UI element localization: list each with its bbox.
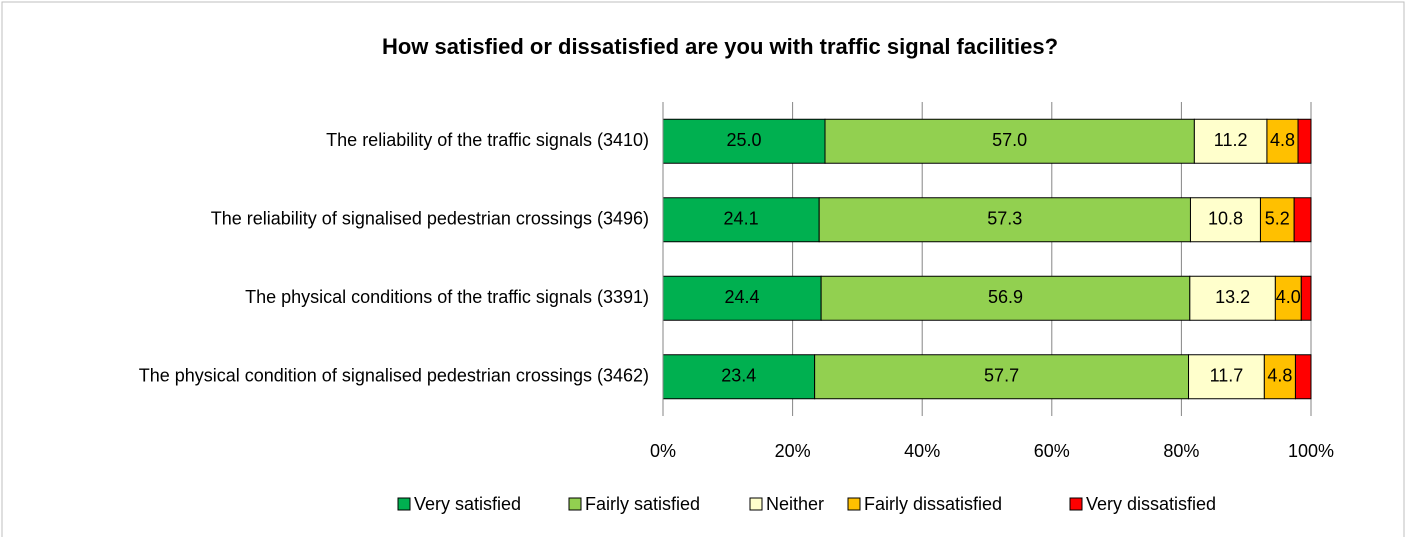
bar-segment	[1188, 354, 1265, 400]
x-tick-label: 80%	[1163, 441, 1199, 461]
data-label: 13.2	[1215, 287, 1250, 307]
bar-segment	[820, 275, 1191, 321]
bar-segment	[1189, 197, 1261, 243]
bar-segment	[1300, 275, 1312, 321]
data-label: 24.4	[725, 287, 760, 307]
legend-label: Neither	[766, 494, 824, 514]
data-label: 57.3	[987, 209, 1022, 229]
bar-segment	[1293, 197, 1312, 243]
data-label: 4.0	[1276, 287, 1301, 307]
data-label: 57.0	[992, 130, 1027, 150]
legend-swatch	[1069, 497, 1083, 511]
legend-label: Fairly dissatisfied	[864, 494, 1002, 514]
bar-segment	[1263, 354, 1296, 400]
data-label: 23.4	[721, 366, 756, 386]
x-tick-label: 40%	[904, 441, 940, 461]
bar-segment	[824, 118, 1195, 164]
data-label: 4.8	[1267, 366, 1292, 386]
y-tick-label: The reliability of signalised pedestrian…	[211, 209, 649, 229]
bar-segment	[1259, 197, 1295, 243]
x-tick-label: 20%	[775, 441, 811, 461]
y-tick-label: The physical condition of signalised ped…	[139, 366, 649, 386]
data-label: 11.7	[1210, 366, 1244, 386]
bar-segment	[662, 354, 816, 400]
data-label: 5.2	[1265, 209, 1290, 229]
bar-segment	[818, 197, 1191, 243]
x-tick-label: 60%	[1034, 441, 1070, 461]
bar-segment	[1189, 275, 1276, 321]
legend-label: Fairly satisfied	[585, 494, 700, 514]
x-tick-label: 0%	[650, 441, 676, 461]
bar-segment	[662, 275, 822, 321]
y-tick-label: The reliability of the traffic signals (…	[326, 130, 649, 150]
data-label: 10.8	[1208, 209, 1243, 229]
bar-segment	[814, 354, 1190, 400]
data-label: 4.8	[1270, 130, 1295, 150]
legend-swatch	[397, 497, 411, 511]
legend-label: Very dissatisfied	[1086, 494, 1216, 514]
x-tick-label: 100%	[1288, 441, 1334, 461]
bar-segment	[1266, 118, 1299, 164]
legend-label: Very satisfied	[414, 494, 521, 514]
data-label: 56.9	[988, 287, 1023, 307]
data-label: 57.7	[984, 366, 1019, 386]
y-tick-label: The physical conditions of the traffic s…	[245, 287, 649, 307]
data-label: 24.1	[724, 209, 759, 229]
data-label: 25.0	[726, 130, 761, 150]
bar-segment	[1193, 118, 1268, 164]
legend-swatch	[847, 497, 861, 511]
legend-swatch	[749, 497, 763, 511]
chart-title: How satisfied or dissatisfied are you wi…	[382, 34, 1058, 59]
legend-swatch	[568, 497, 582, 511]
bar-segment	[1294, 354, 1312, 400]
data-label: 11.2	[1214, 130, 1248, 150]
bar-segment	[1297, 118, 1312, 164]
